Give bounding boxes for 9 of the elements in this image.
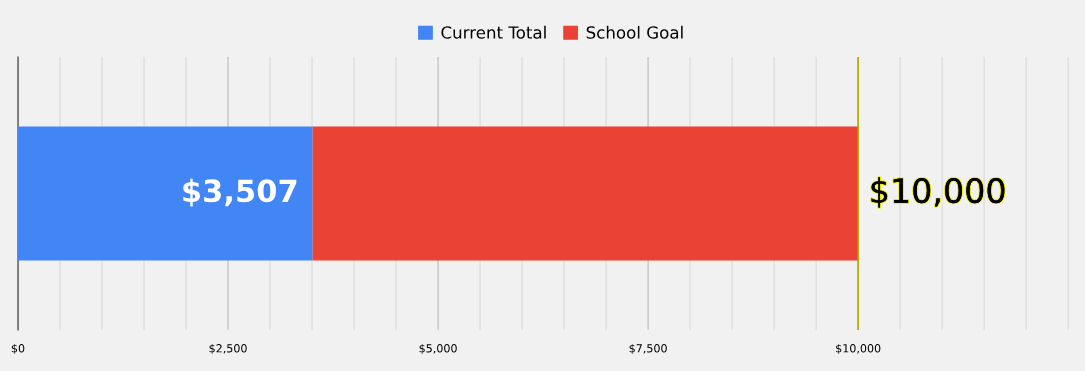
total-label: $10,000 [871, 177, 1005, 208]
data-label: $3,507 [183, 178, 297, 207]
legend-label: School Goal [586, 25, 683, 39]
x-tick-label: $2,500 [209, 343, 247, 354]
legend-label: Current Total [441, 25, 546, 39]
x-tick-label: $0 [11, 343, 25, 354]
x-tick-label: $10,000 [836, 343, 881, 354]
x-tick-label: $7,500 [629, 343, 667, 354]
x-tick-label: $5,000 [419, 343, 457, 354]
